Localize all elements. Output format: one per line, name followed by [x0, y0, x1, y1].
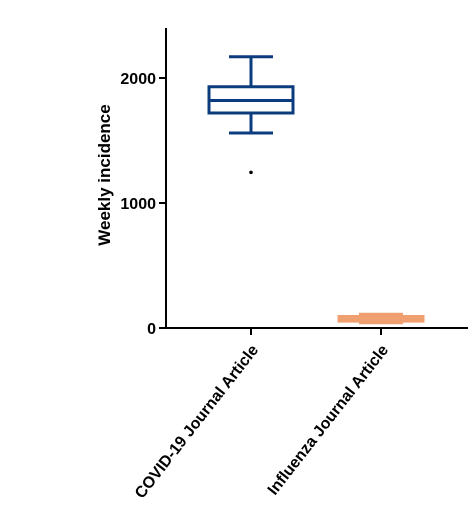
box-group: [337, 312, 425, 325]
boxes: [207, 55, 425, 325]
y-axis: 0 1000 2000: [120, 28, 167, 338]
y-tick-label: 2000: [120, 71, 156, 88]
box-group: [207, 55, 295, 175]
outlier-point: [249, 170, 253, 175]
x-tick-label: COVID-19 Journal Article: [132, 342, 262, 502]
y-tick-label: 0: [147, 321, 156, 338]
x-tick-label: Influenza Journal Article: [265, 342, 392, 499]
y-axis-label: Weekly incidence: [95, 104, 114, 245]
y-tick-label: 1000: [120, 196, 156, 213]
x-axis: COVID-19 Journal Article Influenza Journa…: [132, 327, 468, 502]
